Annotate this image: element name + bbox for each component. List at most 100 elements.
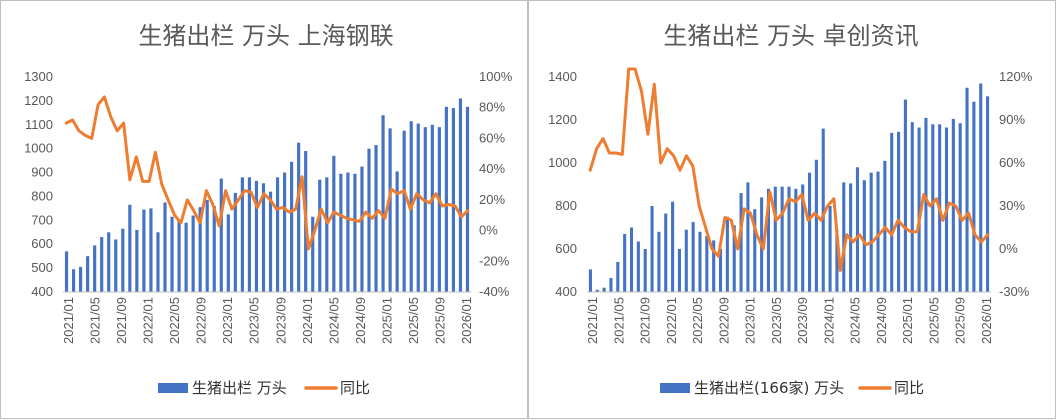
x-tick-label: 2021/05 xyxy=(88,297,103,344)
y-right-tick-label: 100% xyxy=(479,69,513,84)
bar xyxy=(862,180,866,292)
x-tick-label: 2023/01 xyxy=(743,297,758,344)
bar xyxy=(814,159,818,292)
bar xyxy=(64,251,69,292)
y-right-tick-label: 20% xyxy=(479,192,505,207)
bar xyxy=(100,237,104,292)
x-tick-label: 2025/05 xyxy=(926,297,941,344)
yoy-line xyxy=(64,95,470,251)
x-tick-label: 2024/05 xyxy=(326,297,341,344)
x-tick-label: 2023/09 xyxy=(795,297,810,344)
bar xyxy=(332,155,336,292)
bar xyxy=(142,209,146,292)
y-left-tick-label: 600 xyxy=(555,241,577,256)
bar xyxy=(402,130,406,292)
y-left-tick-label: 1200 xyxy=(548,112,577,127)
bar xyxy=(163,202,167,292)
y-left-tick-label: 400 xyxy=(31,284,53,299)
bar xyxy=(156,232,160,292)
bar xyxy=(636,241,640,292)
x-tick-label: 2024/01 xyxy=(821,297,836,344)
bar xyxy=(712,240,716,292)
x-tick-label: 2021/05 xyxy=(611,297,626,344)
y-left-tick-label: 600 xyxy=(31,236,53,251)
bar xyxy=(808,172,812,292)
legend-line-label: 同比 xyxy=(340,379,370,397)
bar xyxy=(821,128,825,292)
y-left-tick-label: 500 xyxy=(31,260,53,275)
bar xyxy=(86,256,90,292)
bar xyxy=(958,123,962,292)
bar xyxy=(691,222,695,292)
legend: 生猪出栏 万头 同比 xyxy=(158,379,370,397)
y-left-tick-label: 1100 xyxy=(25,117,53,132)
chart-title: 生猪出栏 万头 上海钢联 xyxy=(138,22,393,50)
bar xyxy=(198,207,202,292)
bar xyxy=(275,177,280,292)
bar xyxy=(602,287,606,292)
bar xyxy=(318,179,322,292)
bar xyxy=(346,172,350,292)
y-left-tick-label: 1300 xyxy=(24,69,53,84)
legend-bar-label: 生猪出栏(166家) 万头 xyxy=(694,379,844,397)
bar xyxy=(71,269,76,292)
y-right-tick-label: 0% xyxy=(999,241,1018,256)
y-left-tick-label: 1000 xyxy=(24,141,53,156)
legend-line-label: 同比 xyxy=(894,379,924,397)
yoy-line xyxy=(588,67,990,272)
x-tick-label: 2026/01 xyxy=(459,297,474,344)
bar xyxy=(395,171,399,292)
bar xyxy=(93,245,97,292)
bar xyxy=(739,193,743,292)
x-tick-label: 2023/05 xyxy=(769,297,784,344)
bar xyxy=(114,239,118,292)
bar xyxy=(718,249,723,292)
bar xyxy=(869,172,873,292)
bar xyxy=(107,232,111,292)
bar xyxy=(360,166,364,292)
x-tick-label: 2023/05 xyxy=(247,297,262,344)
bar xyxy=(458,98,463,292)
chart-title: 生猪出栏 万头 卓创资讯 xyxy=(663,22,918,50)
bar xyxy=(233,192,237,292)
y-left-tick-label: 800 xyxy=(31,188,53,203)
bar xyxy=(465,106,470,292)
bar xyxy=(212,206,216,292)
bar xyxy=(283,172,287,292)
x-tick-label: 2025/09 xyxy=(432,297,447,344)
bar xyxy=(986,96,990,292)
bar xyxy=(623,233,627,292)
y-left-tick-label: 700 xyxy=(31,212,53,227)
x-tick-label: 2025/05 xyxy=(406,297,421,344)
y-right-tick-label: -20% xyxy=(479,253,510,268)
bar xyxy=(444,106,448,292)
bar xyxy=(268,191,273,292)
bar xyxy=(381,115,385,292)
bar xyxy=(170,216,174,292)
x-tick-label: 2025/01 xyxy=(900,297,915,344)
bar xyxy=(79,266,83,292)
x-tick-label: 2025/01 xyxy=(379,297,394,344)
bar xyxy=(725,216,729,292)
bar xyxy=(388,128,392,292)
x-tick-label: 2024/05 xyxy=(848,297,863,344)
x-tick-label: 2024/09 xyxy=(874,297,889,344)
bar xyxy=(890,132,894,292)
x-tick-label: 2021/01 xyxy=(61,297,76,344)
x-tick-label: 2022/05 xyxy=(167,297,182,344)
bar xyxy=(650,206,654,292)
bar xyxy=(254,180,259,292)
bar xyxy=(766,188,770,292)
bar xyxy=(416,123,420,292)
bar xyxy=(297,142,301,292)
y-left-tick-label: 800 xyxy=(555,198,577,213)
x-tick-label: 2023/01 xyxy=(220,297,235,344)
legend: 生猪出栏(166家) 万头 同比 xyxy=(660,379,924,397)
bar xyxy=(240,177,244,292)
bar xyxy=(705,236,709,292)
chart-panel-left: 生猪出栏 万头 上海钢联 400 500 600 700 800 900 1000 1100 12… xyxy=(0,0,528,419)
y-right-tick-label: 40% xyxy=(479,161,505,176)
bar xyxy=(903,99,907,292)
bar xyxy=(588,269,592,292)
bar xyxy=(339,173,343,292)
